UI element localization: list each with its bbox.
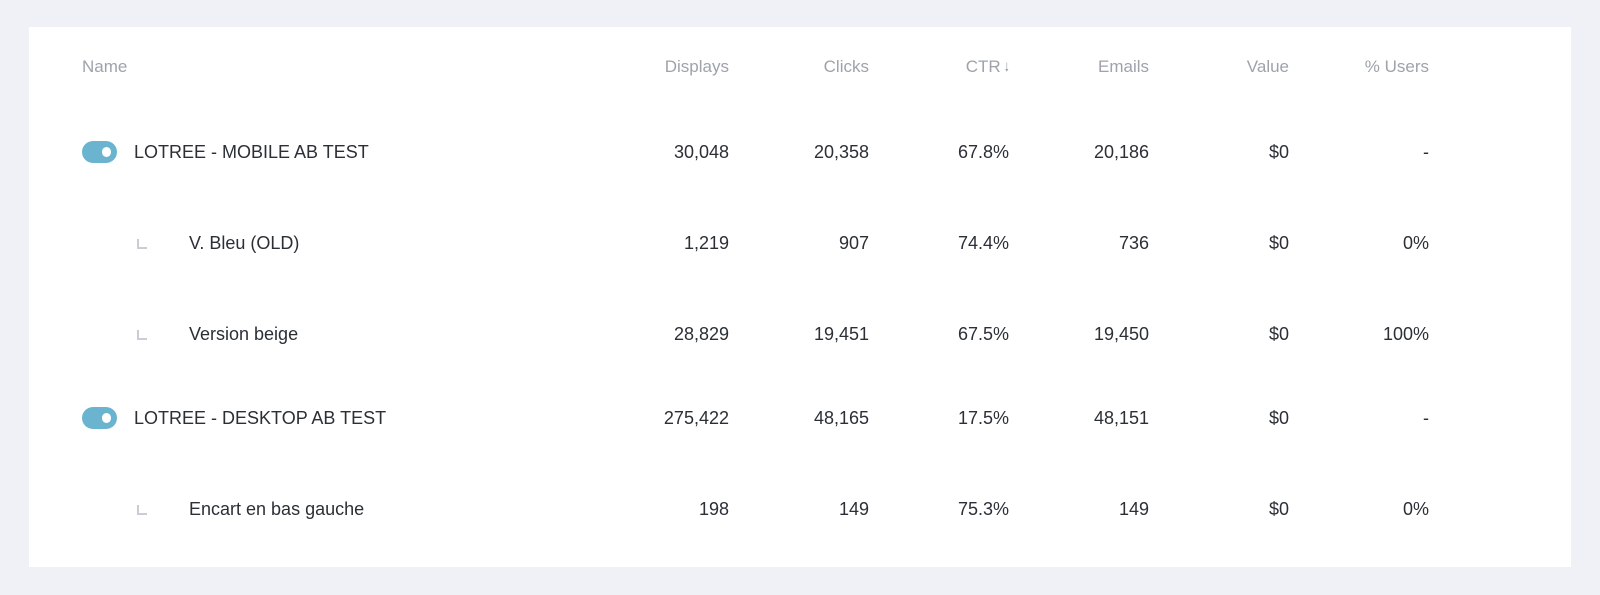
- cell-clicks: 48,165: [813, 408, 869, 428]
- cell-users: 0%: [1402, 499, 1429, 519]
- cell-emails: 48,151: [1093, 408, 1149, 428]
- cell-ctr: 67.8%: [957, 142, 1009, 162]
- campaign-table-card: Name Displays Clicks CTR 🠓 Emails Value %…: [29, 27, 1571, 567]
- column-header-users[interactable]: % Users: [1364, 57, 1429, 76]
- cell-value: $0: [1268, 499, 1289, 519]
- table-row-campaign[interactable]: LOTREE - DESKTOP AB TEST 275,422 48,165 …: [29, 398, 1571, 438]
- column-header-name[interactable]: Name: [82, 57, 128, 76]
- table-row-variant[interactable]: V. Bleu (OLD) 1,219 907 74.4% 736 $0 0%: [29, 223, 1571, 263]
- cell-clicks: 149: [838, 499, 869, 519]
- cell-users: 100%: [1382, 324, 1429, 344]
- cell-displays: 30,048: [673, 142, 729, 162]
- campaign-toggle[interactable]: [82, 407, 117, 429]
- cell-clicks: 907: [838, 233, 869, 253]
- cell-displays: 275,422: [663, 408, 729, 428]
- toggle-knob: [102, 413, 111, 423]
- cell-users: 0%: [1402, 233, 1429, 253]
- table-row-variant[interactable]: Version beige 28,829 19,451 67.5% 19,450…: [29, 314, 1571, 354]
- cell-emails: 736: [1118, 233, 1149, 253]
- cell-clicks: 20,358: [813, 142, 869, 162]
- cell-ctr: 75.3%: [957, 499, 1009, 519]
- cell-emails: 149: [1118, 499, 1149, 519]
- cell-ctr: 17.5%: [957, 408, 1009, 428]
- branch-icon: [137, 239, 147, 249]
- cell-users: -: [1423, 142, 1429, 162]
- column-header-clicks[interactable]: Clicks: [823, 57, 869, 76]
- table-row-campaign[interactable]: LOTREE - MOBILE AB TEST 30,048 20,358 67…: [29, 132, 1571, 172]
- toggle-knob: [102, 147, 111, 157]
- cell-displays: 1,219: [683, 233, 729, 253]
- campaign-name[interactable]: LOTREE - DESKTOP AB TEST: [134, 408, 387, 428]
- cell-value: $0: [1268, 233, 1289, 253]
- column-header-ctr-label: CTR: [965, 57, 1001, 76]
- arrow-down-icon: 🠓: [1004, 60, 1009, 74]
- campaign-name[interactable]: LOTREE - MOBILE AB TEST: [134, 142, 369, 162]
- table-row-variant[interactable]: Encart en bas gauche 198 149 75.3% 149 $…: [29, 489, 1571, 529]
- campaign-toggle[interactable]: [82, 141, 117, 163]
- cell-ctr: 67.5%: [957, 324, 1009, 344]
- branch-icon: [137, 330, 147, 340]
- cell-users: -: [1423, 408, 1429, 428]
- cell-ctr: 74.4%: [957, 233, 1009, 253]
- cell-displays: 28,829: [673, 324, 729, 344]
- column-header-displays[interactable]: Displays: [664, 57, 729, 76]
- variant-name[interactable]: Encart en bas gauche: [189, 499, 365, 519]
- column-header-ctr[interactable]: CTR 🠓: [869, 47, 1009, 87]
- variant-name[interactable]: Version beige: [189, 324, 299, 344]
- cell-displays: 198: [698, 499, 729, 519]
- cell-value: $0: [1268, 324, 1289, 344]
- cell-value: $0: [1268, 142, 1289, 162]
- branch-icon: [137, 505, 147, 515]
- cell-value: $0: [1268, 408, 1289, 428]
- table-header: Name Displays Clicks CTR 🠓 Emails Value %…: [29, 47, 1571, 87]
- column-header-emails[interactable]: Emails: [1097, 57, 1149, 76]
- cell-emails: 20,186: [1093, 142, 1149, 162]
- column-header-value[interactable]: Value: [1246, 57, 1289, 76]
- cell-emails: 19,450: [1093, 324, 1149, 344]
- variant-name[interactable]: V. Bleu (OLD): [189, 233, 300, 253]
- cell-clicks: 19,451: [813, 324, 869, 344]
